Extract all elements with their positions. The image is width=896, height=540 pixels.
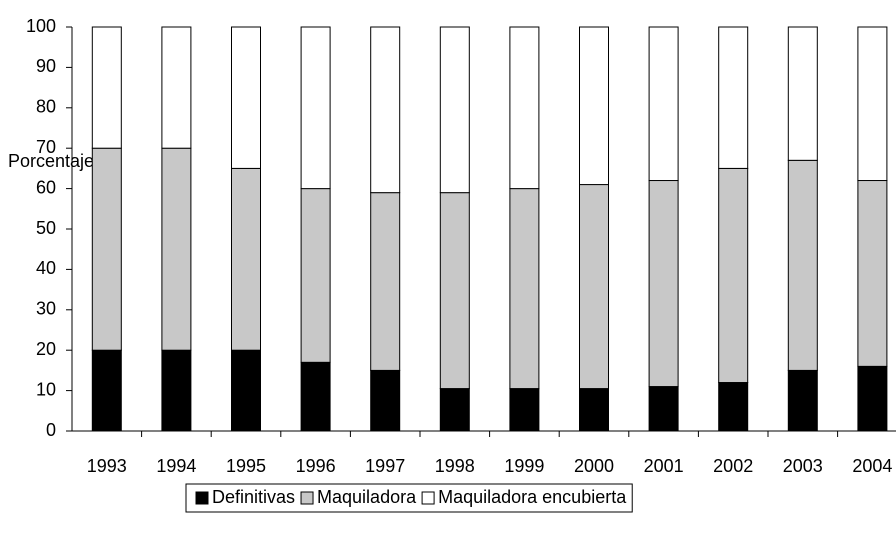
legend-label: Maquiladora encubierta xyxy=(438,487,627,507)
bar-segment xyxy=(300,188,331,363)
y-tick-label: 70 xyxy=(36,137,56,157)
bar-segment xyxy=(787,369,818,432)
x-tick-label: 2001 xyxy=(644,456,684,476)
bar-segment xyxy=(857,180,888,367)
y-tick-label: 50 xyxy=(36,218,56,238)
legend-box xyxy=(185,483,633,513)
bar-segment xyxy=(579,184,609,390)
bar-segment xyxy=(509,388,540,432)
y-tick-label: 40 xyxy=(36,258,56,278)
bar-segment xyxy=(509,26,540,190)
y-tick-label: 30 xyxy=(36,299,56,319)
y-tick-label: 60 xyxy=(36,177,56,197)
bar-segment xyxy=(857,365,888,432)
y-tick-label: 100 xyxy=(26,16,56,36)
bar-segment xyxy=(161,26,192,149)
bar-segment xyxy=(300,26,331,190)
legend-swatch xyxy=(300,491,314,505)
bar-segment xyxy=(439,388,470,432)
bar-segment xyxy=(787,159,818,371)
bar-segment xyxy=(648,26,679,182)
bar-segment xyxy=(439,192,470,390)
bar-segment xyxy=(439,26,470,194)
x-tick-label: 1994 xyxy=(156,456,196,476)
x-tick-label: 2002 xyxy=(713,456,753,476)
bar-segment xyxy=(91,26,122,149)
y-axis-label: Porcentaje xyxy=(8,151,94,171)
legend-label: Definitivas xyxy=(212,487,295,507)
bar-segment xyxy=(648,180,679,388)
bar-segment xyxy=(231,167,261,351)
x-tick-label: 1995 xyxy=(226,456,266,476)
legend-label: Maquiladora xyxy=(317,487,417,507)
bar-segment xyxy=(718,382,749,432)
x-tick-label: 1998 xyxy=(435,456,475,476)
x-tick-label: 1996 xyxy=(296,456,336,476)
bar-segment xyxy=(718,167,749,384)
bar-segment xyxy=(787,26,818,161)
y-tick-label: 20 xyxy=(36,339,56,359)
x-tick-label: 1997 xyxy=(365,456,405,476)
x-tick-label: 1999 xyxy=(504,456,544,476)
y-tick-label: 90 xyxy=(36,56,56,76)
bar-segment xyxy=(370,192,401,371)
x-tick-label: 2000 xyxy=(574,456,614,476)
legend-swatch xyxy=(421,491,435,505)
bar-segment xyxy=(91,349,122,432)
bar-segment xyxy=(648,386,679,432)
bar-segment xyxy=(579,26,609,186)
y-tick-label: 80 xyxy=(36,97,56,117)
legend-swatch xyxy=(195,491,209,505)
x-tick-label: 2003 xyxy=(783,456,823,476)
x-tick-label: 1993 xyxy=(87,456,127,476)
bar-segment xyxy=(370,26,401,194)
bar-segment xyxy=(579,388,609,432)
bar-segment xyxy=(300,361,331,432)
bar-segment xyxy=(718,26,749,169)
bar-segment xyxy=(509,188,540,390)
y-tick-label: 0 xyxy=(46,420,56,440)
y-tick-label: 10 xyxy=(36,379,56,399)
bar-segment xyxy=(91,147,122,351)
bar-segment xyxy=(231,349,261,432)
bar-segment xyxy=(161,147,192,351)
bar-segment xyxy=(161,349,192,432)
bar-segment xyxy=(370,369,401,432)
bar-segment xyxy=(857,26,888,182)
x-tick-label: 2004 xyxy=(852,456,892,476)
bar-segment xyxy=(231,26,261,169)
